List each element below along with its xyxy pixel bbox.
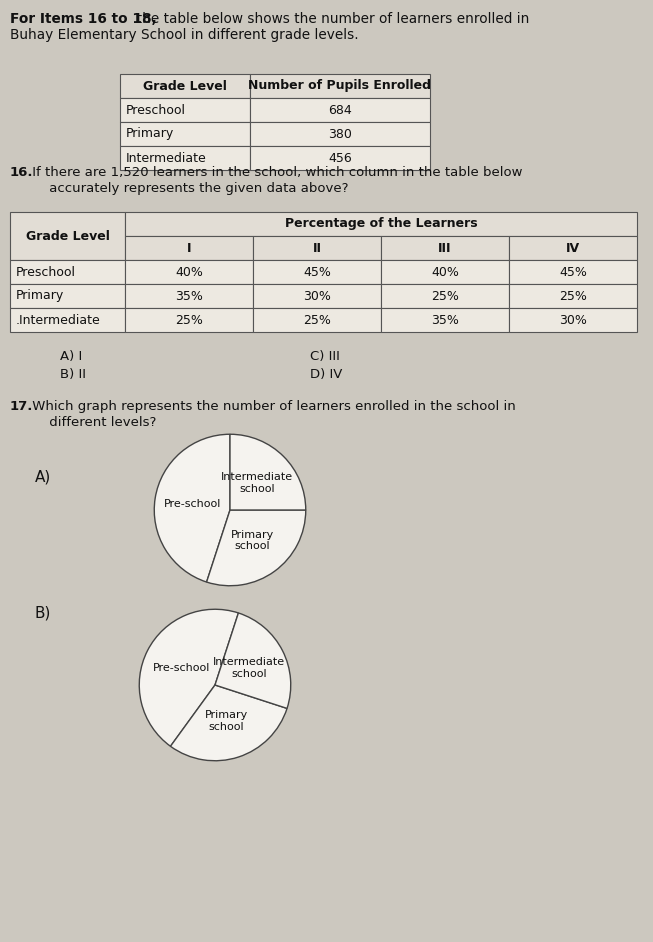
Bar — [10, 284, 125, 308]
Text: the table below shows the number of learners enrolled in: the table below shows the number of lear… — [128, 12, 530, 26]
Text: 25%: 25% — [303, 314, 331, 327]
Bar — [509, 284, 637, 308]
Text: 16.: 16. — [10, 166, 33, 179]
Text: 30%: 30% — [559, 314, 587, 327]
Text: If there are 1,520 learners in the school, which column in the table below: If there are 1,520 learners in the schoo… — [28, 166, 522, 179]
Text: 40%: 40% — [431, 266, 459, 279]
Bar — [250, 122, 430, 146]
Text: 45%: 45% — [559, 266, 587, 279]
Text: A) I: A) I — [60, 350, 82, 363]
Text: I: I — [187, 241, 191, 254]
Bar — [10, 308, 125, 332]
Text: III: III — [438, 241, 452, 254]
Bar — [120, 146, 250, 170]
Text: Which graph represents the number of learners enrolled in the school in: Which graph represents the number of lea… — [28, 400, 516, 413]
Text: 17.: 17. — [10, 400, 33, 413]
Bar — [125, 236, 253, 260]
Text: Number of Pupils Enrolled: Number of Pupils Enrolled — [249, 79, 432, 92]
Text: Primary: Primary — [126, 127, 174, 140]
Bar — [125, 260, 253, 284]
Text: accurately represents the given data above?: accurately represents the given data abo… — [28, 182, 349, 195]
Text: Intermediate
school: Intermediate school — [213, 657, 285, 678]
Text: different levels?: different levels? — [28, 416, 156, 429]
Text: IV: IV — [566, 241, 580, 254]
Bar — [253, 308, 381, 332]
Bar — [250, 74, 430, 98]
Text: Preschool: Preschool — [126, 104, 186, 117]
Text: .Intermediate: .Intermediate — [16, 314, 101, 327]
Text: 456: 456 — [328, 152, 352, 165]
Text: For Items 16 to 18,: For Items 16 to 18, — [10, 12, 157, 26]
Text: 30%: 30% — [303, 289, 331, 302]
Bar — [120, 98, 250, 122]
Bar — [250, 98, 430, 122]
Text: A): A) — [35, 470, 51, 485]
Bar — [10, 212, 125, 260]
Wedge shape — [215, 613, 291, 708]
Text: 45%: 45% — [303, 266, 331, 279]
Wedge shape — [206, 510, 306, 586]
Text: II: II — [313, 241, 321, 254]
Bar — [381, 260, 509, 284]
Text: 684: 684 — [328, 104, 352, 117]
Text: C) III: C) III — [310, 350, 340, 363]
Text: Intermediate
school: Intermediate school — [221, 473, 293, 494]
Bar — [120, 74, 250, 98]
Bar — [250, 146, 430, 170]
Text: Grade Level: Grade Level — [143, 79, 227, 92]
Bar — [120, 122, 250, 146]
Text: 25%: 25% — [559, 289, 587, 302]
Text: 25%: 25% — [175, 314, 203, 327]
Bar — [125, 308, 253, 332]
Wedge shape — [230, 434, 306, 510]
Bar — [509, 236, 637, 260]
Text: 380: 380 — [328, 127, 352, 140]
Bar — [381, 308, 509, 332]
Wedge shape — [170, 685, 287, 761]
Text: B) II: B) II — [60, 368, 86, 381]
Text: Primary
school: Primary school — [205, 710, 248, 732]
Text: Grade Level: Grade Level — [25, 230, 110, 242]
Text: Preschool: Preschool — [16, 266, 76, 279]
Text: Buhay Elementary School in different grade levels.: Buhay Elementary School in different gra… — [10, 28, 358, 42]
Text: Pre-school: Pre-school — [153, 663, 210, 673]
Text: 35%: 35% — [175, 289, 203, 302]
Bar — [509, 260, 637, 284]
Bar — [509, 308, 637, 332]
Bar — [253, 284, 381, 308]
Text: Pre-school: Pre-school — [164, 499, 221, 509]
Bar — [253, 236, 381, 260]
Text: Primary
school: Primary school — [231, 529, 274, 551]
Bar — [125, 212, 637, 236]
Text: 25%: 25% — [431, 289, 459, 302]
Bar — [10, 260, 125, 284]
Text: 35%: 35% — [431, 314, 459, 327]
Wedge shape — [154, 434, 230, 582]
Text: D) IV: D) IV — [310, 368, 342, 381]
Bar — [253, 260, 381, 284]
Bar — [381, 236, 509, 260]
Text: Percentage of the Learners: Percentage of the Learners — [285, 218, 477, 231]
Text: Primary: Primary — [16, 289, 64, 302]
Text: Intermediate: Intermediate — [126, 152, 207, 165]
Bar — [381, 284, 509, 308]
Text: B): B) — [35, 605, 52, 620]
Wedge shape — [139, 609, 238, 746]
Text: 40%: 40% — [175, 266, 203, 279]
Bar — [125, 284, 253, 308]
